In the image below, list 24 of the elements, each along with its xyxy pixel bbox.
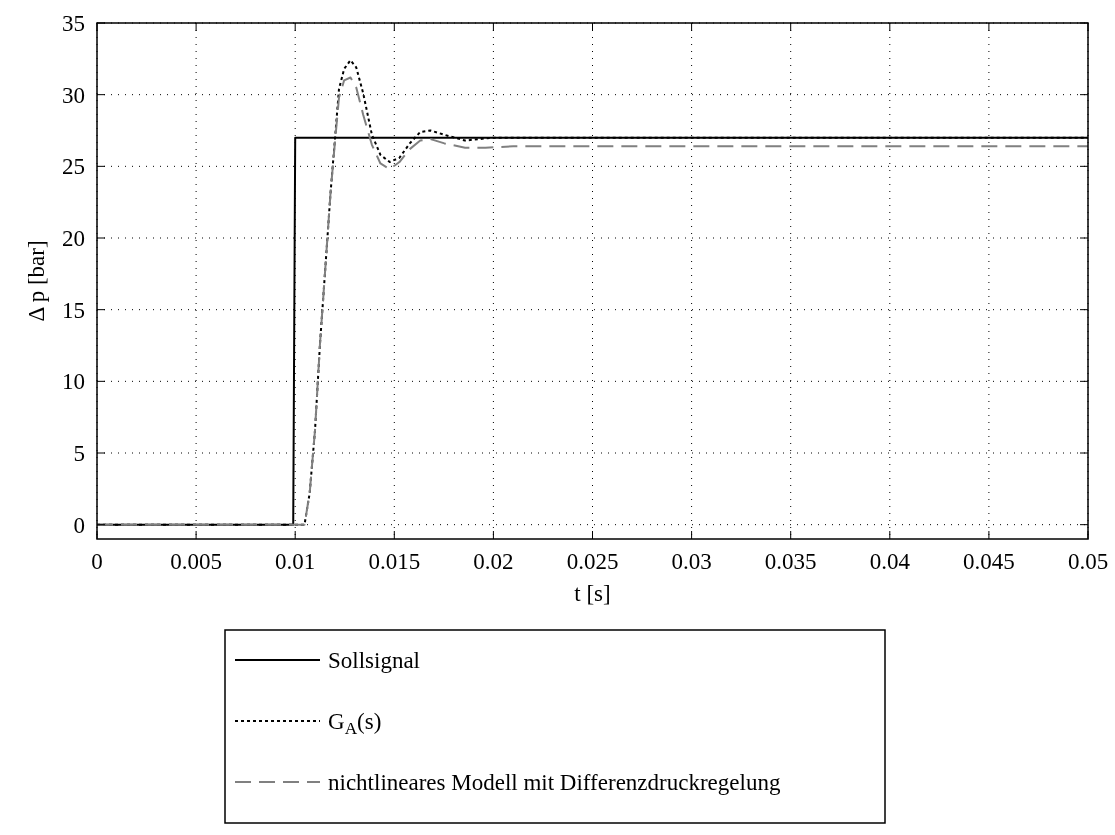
x-tick-label: 0.025 [566, 549, 619, 574]
legend-label: nichtlineares Modell mit Differenzdruckregelung [328, 770, 781, 795]
x-tick-label: 0.035 [764, 549, 817, 574]
x-tick-label: 0.03 [671, 549, 712, 574]
legend-label: G$_{A}$(s) [328, 709, 382, 739]
x-axis-title: t [s] [574, 581, 611, 606]
x-tick-label: 0.05 [1067, 549, 1109, 574]
x-tick-label: 0.02 [473, 549, 514, 574]
x-tick-label: 0.04 [869, 549, 911, 574]
y-axis-title: Δ p [bar] [24, 240, 49, 322]
x-tick-label: 0.01 [275, 549, 316, 574]
y-tick-label: 20 [62, 226, 85, 251]
legend-label: Sollsignal [328, 648, 421, 673]
y-tick-label: 10 [62, 369, 85, 395]
y-tick-label: 35 [62, 11, 85, 36]
y-tick-label: 0 [73, 512, 85, 538]
y-tick-label: 25 [62, 154, 85, 180]
y-tick-label: 15 [62, 297, 85, 323]
x-tick-label: 0.005 [170, 549, 222, 574]
y-tick-label: 5 [73, 441, 85, 466]
x-tick-label: 0.015 [368, 549, 421, 574]
x-tick-label: 0 [91, 549, 103, 574]
y-tick-label: 30 [62, 82, 85, 108]
x-tick-label: 0.045 [963, 549, 1015, 574]
